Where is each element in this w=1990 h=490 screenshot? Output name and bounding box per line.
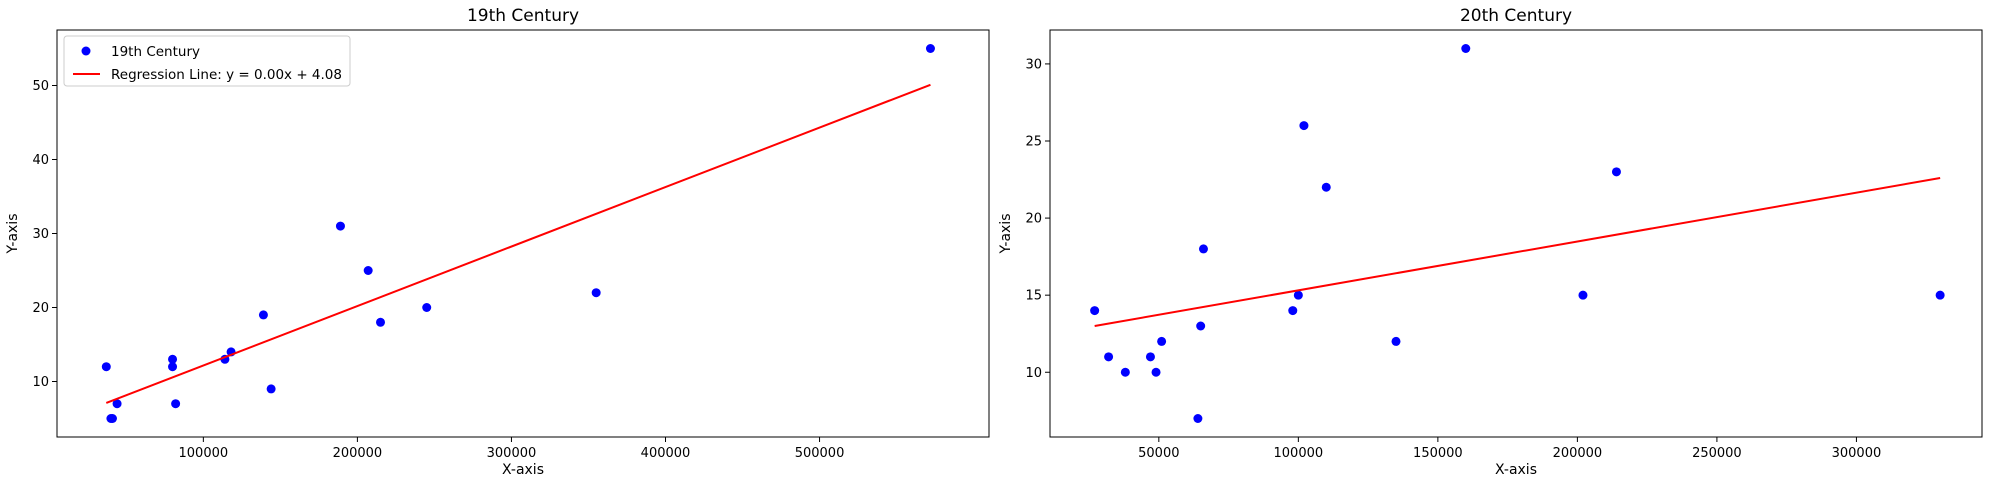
plot-frame: [1049, 29, 1983, 438]
data-point: [1391, 336, 1401, 346]
data-point: [1461, 44, 1471, 53]
legend-label: 19th Century: [111, 44, 200, 60]
regression-line: [105, 83, 931, 404]
y-tick-label: 15: [1025, 289, 1042, 304]
data-point: [591, 288, 601, 298]
data-point: [376, 317, 386, 327]
y-tick-label: 40: [32, 153, 49, 168]
data-point: [335, 221, 345, 231]
data-point: [107, 414, 117, 423]
legend-marker-swatch: [81, 46, 91, 56]
data-point: [1090, 306, 1100, 316]
x-tick-label: 100000: [179, 446, 229, 461]
data-point: [363, 266, 373, 275]
x-tick-label: 300000: [1832, 446, 1882, 461]
y-axis-label: Y-axis: [5, 214, 21, 255]
y-axis-label: Y-axis: [998, 214, 1014, 255]
y-tick-label: 10: [32, 375, 49, 390]
data-point: [1151, 367, 1161, 377]
data-point: [1104, 352, 1114, 362]
y-tick-label: 30: [1025, 57, 1042, 72]
x-tick-label: 50000: [1138, 446, 1179, 461]
legend-label: Regression Line: y = 0.00x + 4.08: [111, 67, 342, 83]
x-axis-label: X-axis: [502, 462, 544, 478]
chart-title: 20th Century: [1460, 6, 1572, 26]
legend: 19th Century Regression Line: y = 0.00x +…: [63, 35, 351, 87]
chart-title: 19th Century: [467, 6, 579, 26]
y-tick-label: 20: [1025, 212, 1042, 227]
x-tick-label: 150000: [1413, 446, 1463, 461]
x-tick-label: 500000: [795, 446, 845, 461]
regression-line: [1094, 177, 1941, 327]
data-point: [422, 303, 432, 312]
y-tick-label: 25: [1025, 135, 1042, 150]
x-tick-label: 100000: [1274, 446, 1324, 461]
data-point: [1157, 336, 1167, 346]
y-tick-label: 30: [32, 227, 49, 242]
x-axis-label: X-axis: [1495, 462, 1537, 478]
data-point: [112, 399, 122, 409]
data-point: [266, 384, 276, 394]
data-point: [1145, 352, 1155, 362]
data-point: [1321, 182, 1331, 192]
data-point: [1578, 290, 1588, 300]
data-point: [101, 362, 111, 372]
y-tick-label: 20: [32, 301, 49, 316]
data-point: [1120, 367, 1130, 377]
legend-box: [63, 35, 351, 87]
data-point: [1611, 167, 1621, 177]
data-point: [168, 362, 178, 372]
y-tick-label: 50: [32, 79, 49, 94]
data-point: [1196, 321, 1206, 331]
data-point: [258, 310, 268, 320]
data-point: [1299, 121, 1309, 131]
x-tick-label: 250000: [1692, 446, 1742, 461]
data-point: [1288, 306, 1298, 316]
y-tick-label: 10: [1025, 366, 1042, 381]
data-point: [1293, 290, 1303, 300]
data-point: [171, 399, 181, 409]
plot-frame: [56, 29, 990, 438]
data-point: [925, 44, 935, 53]
x-tick-label: 200000: [333, 446, 383, 461]
data-point: [1198, 244, 1208, 254]
data-point: [1935, 290, 1945, 300]
chart-19th-century: 19th Century 100000 200000 300000 400000 5000…: [5, 6, 990, 478]
data-point: [1193, 414, 1203, 423]
x-tick-label: 200000: [1553, 446, 1603, 461]
x-tick-label: 300000: [487, 446, 537, 461]
x-tick-label: 400000: [641, 446, 691, 461]
chart-20th-century: 20th Century 50000 100000 150000 200000 25000…: [998, 6, 1983, 478]
data-point: [168, 354, 178, 364]
